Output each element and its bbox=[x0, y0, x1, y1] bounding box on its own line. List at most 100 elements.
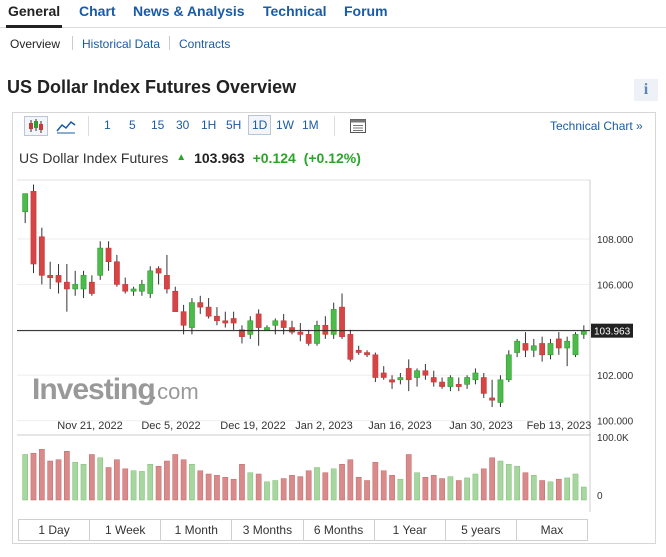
range-5-years[interactable]: 5 years bbox=[446, 520, 517, 540]
tab-general[interactable]: General bbox=[8, 3, 61, 19]
candle-body bbox=[222, 320, 229, 324]
chart-panel bbox=[12, 112, 656, 544]
interval-1h[interactable]: 1H bbox=[201, 118, 217, 132]
range-max[interactable]: Max bbox=[540, 523, 564, 537]
range-3-months[interactable]: 3 Months bbox=[232, 520, 304, 540]
volume-bar bbox=[355, 477, 362, 501]
volume-bar bbox=[314, 467, 320, 501]
candle-body bbox=[122, 284, 129, 292]
volume-bar bbox=[214, 475, 220, 501]
volume-bar bbox=[230, 478, 237, 501]
date-tick-label: Dec 19, 2022 bbox=[220, 420, 285, 432]
volume-bar bbox=[155, 465, 162, 501]
volume-bar bbox=[439, 478, 445, 501]
volume-bar bbox=[580, 486, 587, 501]
subnav-historical-data[interactable]: Historical Data bbox=[82, 37, 161, 51]
volume-bar bbox=[22, 454, 29, 501]
tab-chart[interactable]: Chart bbox=[79, 3, 116, 19]
date-tick-label: Nov 21, 2022 bbox=[57, 420, 122, 432]
candle-body bbox=[305, 334, 312, 344]
candle-body bbox=[389, 379, 395, 383]
volume-bar bbox=[205, 473, 212, 501]
subnav-contracts[interactable]: Contracts bbox=[179, 37, 231, 51]
volume-bar bbox=[564, 477, 570, 501]
candle-body bbox=[197, 302, 204, 308]
volume-bar bbox=[347, 459, 354, 501]
candle-body bbox=[347, 334, 354, 360]
volume-bar bbox=[47, 460, 54, 501]
candle-body bbox=[414, 370, 420, 378]
volume-bar bbox=[405, 454, 412, 501]
price-tick-label: 108.000 bbox=[597, 235, 634, 246]
range-1-week[interactable]: 1 Week bbox=[90, 520, 162, 540]
volume-bars bbox=[22, 449, 587, 501]
volume-bar bbox=[489, 457, 495, 501]
range-1-month[interactable]: 1 Month bbox=[161, 520, 233, 540]
volume-bar bbox=[80, 464, 87, 501]
interval-1[interactable]: 1 bbox=[104, 118, 111, 132]
volume-bar bbox=[539, 480, 545, 501]
quote-legend: US Dollar Index Futures ▲ 103.963 +0.124… bbox=[19, 150, 365, 166]
candle-body bbox=[297, 331, 304, 335]
candle-body bbox=[472, 372, 479, 381]
chart-toolbar: 1 5 15 30 1H 5H 1D 1W 1M Technical Chart… bbox=[12, 112, 656, 140]
subnav-divider bbox=[169, 36, 170, 50]
candle-body bbox=[480, 377, 487, 394]
tab-forum[interactable]: Forum bbox=[344, 3, 388, 19]
volume-bar bbox=[330, 468, 337, 501]
candle-body bbox=[72, 284, 79, 290]
nav-divider bbox=[0, 27, 666, 28]
range-1-year[interactable]: 1 Year bbox=[375, 520, 446, 540]
price-tick-label: 106.000 bbox=[597, 280, 634, 291]
up-arrow-icon: ▲ bbox=[176, 152, 187, 163]
candle-body bbox=[572, 334, 579, 356]
line-chart-icon[interactable] bbox=[55, 117, 77, 135]
range-6-months[interactable]: 6 Months bbox=[304, 520, 375, 540]
candlestick-icon[interactable] bbox=[24, 116, 48, 136]
info-icon[interactable]: i bbox=[634, 79, 658, 101]
volume-bar bbox=[64, 451, 70, 501]
candle-body bbox=[97, 247, 104, 276]
candle-body bbox=[564, 340, 571, 349]
volume-bar bbox=[280, 478, 287, 501]
range-1-day[interactable]: 1 Day bbox=[19, 520, 91, 540]
candle-body bbox=[239, 329, 245, 337]
table-icon[interactable] bbox=[349, 117, 367, 135]
interval-5h[interactable]: 5H bbox=[226, 118, 242, 132]
last-price: 103.963 bbox=[194, 150, 245, 166]
date-tick-label: Jan 16, 2023 bbox=[368, 420, 432, 432]
volume-bar bbox=[455, 480, 462, 501]
candle-body bbox=[214, 315, 220, 322]
volume-bar bbox=[105, 467, 112, 501]
candle-body bbox=[430, 377, 437, 383]
interval-1m[interactable]: 1M bbox=[302, 118, 319, 132]
candle-body bbox=[330, 309, 337, 335]
watermark: Investing .com bbox=[32, 373, 199, 406]
tab-technical[interactable]: Technical bbox=[263, 3, 327, 19]
volume-bar bbox=[547, 481, 554, 501]
subnav-overview[interactable]: Overview bbox=[10, 37, 61, 51]
volume-bar bbox=[97, 457, 104, 501]
volume-bar bbox=[397, 478, 404, 501]
candle-body bbox=[47, 275, 54, 278]
volume-bar bbox=[122, 468, 129, 501]
candle-body bbox=[264, 327, 270, 331]
tab-news-analysis[interactable]: News & Analysis bbox=[133, 3, 245, 19]
volume-bar bbox=[180, 459, 187, 501]
interval-30[interactable]: 30 bbox=[176, 118, 190, 132]
instrument-name: US Dollar Index Futures bbox=[19, 150, 169, 166]
interval-15[interactable]: 15 bbox=[151, 118, 165, 132]
candle-body bbox=[489, 397, 495, 401]
interval-5[interactable]: 5 bbox=[129, 118, 136, 132]
candle-body bbox=[255, 313, 262, 328]
interval-1w[interactable]: 1W bbox=[276, 118, 294, 132]
candle-body bbox=[464, 377, 470, 385]
candle-body bbox=[205, 306, 212, 317]
technical-chart-link[interactable]: Technical Chart » bbox=[550, 119, 643, 133]
volume-bar bbox=[572, 473, 579, 501]
candle-body bbox=[63, 281, 70, 290]
volume-bar bbox=[147, 464, 154, 501]
interval-1d[interactable]: 1D bbox=[248, 115, 272, 135]
candle-body bbox=[322, 324, 329, 335]
